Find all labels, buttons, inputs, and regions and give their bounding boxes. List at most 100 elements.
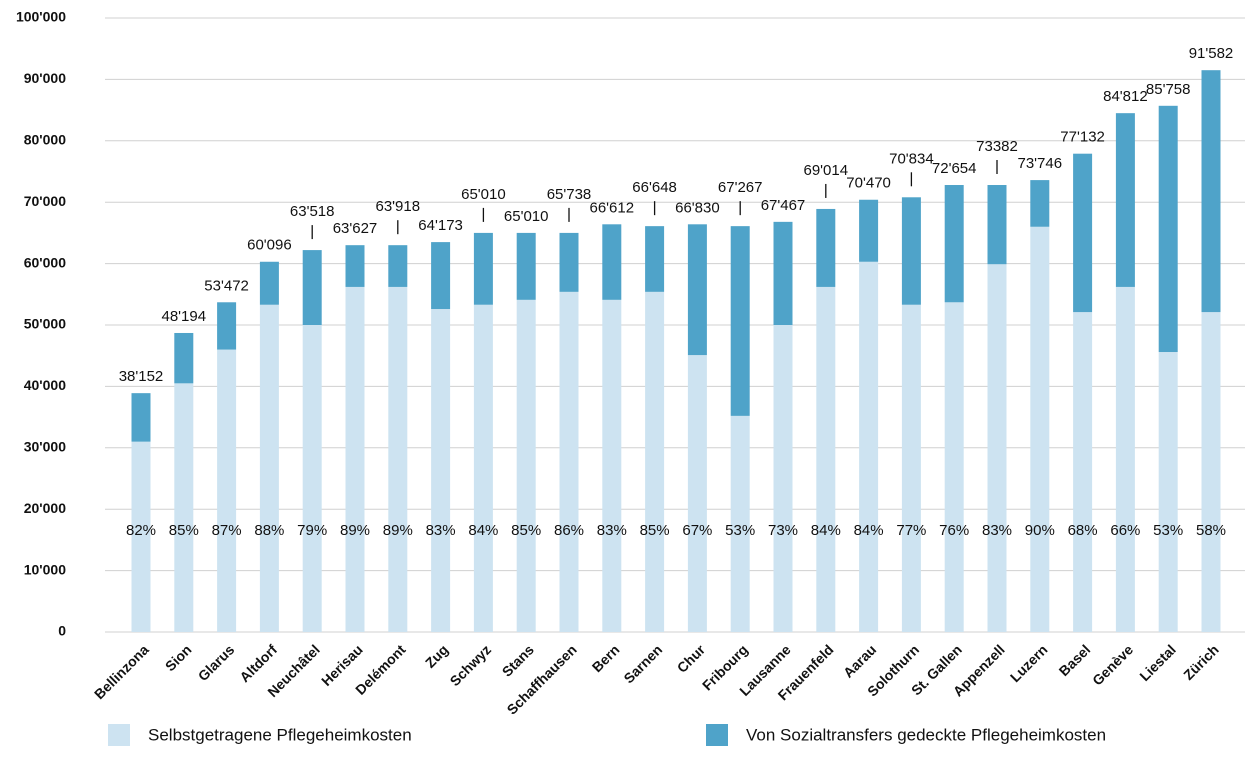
total-label: 73'746 [1018, 155, 1063, 172]
bar-segment [431, 309, 451, 632]
total-label: 66'648 [632, 179, 677, 196]
bar-segment [602, 224, 622, 300]
total-label: 64'173 [418, 217, 463, 234]
share-label: 86% [554, 522, 584, 539]
x-tick-label: Stans [499, 641, 537, 679]
total-label: 65'010 [504, 208, 549, 225]
total-label: 72'654 [932, 160, 977, 177]
bar-segment [944, 302, 964, 632]
bar-segment [559, 232, 579, 292]
y-tick-label: 90'000 [24, 70, 66, 86]
total-label: 53'472 [204, 277, 249, 294]
x-tick-label: Zug [422, 641, 451, 670]
legend-label: Selbstgetragene Pflegeheimkosten [148, 725, 412, 744]
bar-segment [944, 185, 964, 303]
y-tick-label: 80'000 [24, 132, 66, 148]
share-label: 77% [896, 522, 926, 539]
share-label: 90% [1025, 522, 1055, 539]
bar-segment [602, 299, 622, 632]
total-label: 63'918 [376, 198, 421, 215]
share-label: 85% [640, 522, 670, 539]
y-tick-label: 70'000 [24, 193, 66, 209]
bar-segment [987, 264, 1007, 632]
y-tick-label: 30'000 [24, 439, 66, 455]
bar-segment [987, 185, 1007, 265]
bar-segment [1158, 105, 1178, 353]
x-tick-label: Aarau [840, 641, 879, 680]
total-label: 60'096 [247, 237, 292, 254]
bar-segment [131, 441, 151, 632]
bar-segment [773, 325, 793, 632]
total-label: 63'518 [290, 203, 335, 220]
x-tick-label: Genève [1089, 641, 1136, 688]
x-tick-label: Zürich [1180, 641, 1222, 683]
y-tick-label: 0 [58, 623, 66, 639]
bar-segment [1158, 352, 1178, 632]
bar-segment [730, 226, 750, 416]
total-label: 85'758 [1146, 81, 1191, 98]
share-label: 89% [340, 522, 370, 539]
share-label: 85% [511, 522, 541, 539]
share-label: 53% [1153, 522, 1183, 539]
bar-segment [816, 208, 836, 287]
share-label: 82% [126, 522, 156, 539]
share-label: 84% [468, 522, 498, 539]
share-label: 83% [597, 522, 627, 539]
legend-swatch [706, 724, 728, 746]
bar-segment [1073, 153, 1093, 313]
bar-segment [1115, 113, 1135, 287]
bar-segment [816, 286, 836, 632]
total-label: 65'738 [547, 186, 592, 203]
bar-segment [859, 261, 879, 632]
total-label: 65'010 [461, 186, 506, 203]
bar-segment [217, 302, 237, 350]
share-label: 53% [725, 522, 755, 539]
bar-segment [516, 299, 536, 632]
share-label: 85% [169, 522, 199, 539]
bar-segment [388, 286, 408, 632]
share-label: 79% [297, 522, 327, 539]
bar-segment [174, 383, 194, 632]
bar-segment [1030, 226, 1050, 632]
total-label: 84'812 [1103, 88, 1148, 105]
y-tick-label: 60'000 [24, 254, 66, 270]
x-tick-label: Luzern [1007, 641, 1051, 685]
total-label: 67'267 [718, 179, 763, 196]
total-label: 67'467 [761, 197, 806, 214]
bar-segment [687, 224, 707, 356]
bar-segment [687, 355, 707, 632]
share-label: 66% [1110, 522, 1140, 539]
y-tick-label: 50'000 [24, 316, 66, 332]
bar-segment [901, 304, 921, 632]
share-label: 87% [212, 522, 242, 539]
bar-segment [1201, 312, 1221, 632]
total-label: 48'194 [162, 308, 207, 325]
bar-segment [1115, 286, 1135, 632]
x-tick-label: Glarus [195, 641, 238, 684]
share-label: 76% [939, 522, 969, 539]
share-label: 84% [811, 522, 841, 539]
bar-segment [1030, 180, 1050, 227]
total-label: 73382 [976, 138, 1018, 155]
x-tick-label: Bellinzona [91, 641, 152, 702]
share-label: 83% [982, 522, 1012, 539]
bar-segment [645, 291, 665, 632]
legend-label: Von Sozialtransfers gedeckte Pflegeheimk… [746, 725, 1106, 744]
bar-segment [730, 415, 750, 632]
bar-segment [473, 304, 493, 632]
bar-segment [302, 250, 322, 325]
legend-swatch [108, 724, 130, 746]
share-label: 88% [254, 522, 284, 539]
x-tick-label: Schwyz [447, 641, 495, 689]
bar-segment [859, 199, 879, 262]
bar-segment [1201, 70, 1221, 313]
bar-segment [773, 221, 793, 325]
bar-segment [559, 291, 579, 632]
share-label: 83% [426, 522, 456, 539]
bar-segment [345, 286, 365, 632]
bar-segment [645, 226, 665, 292]
bar-segment [259, 261, 279, 305]
bar-segment [473, 232, 493, 305]
share-label: 58% [1196, 522, 1226, 539]
